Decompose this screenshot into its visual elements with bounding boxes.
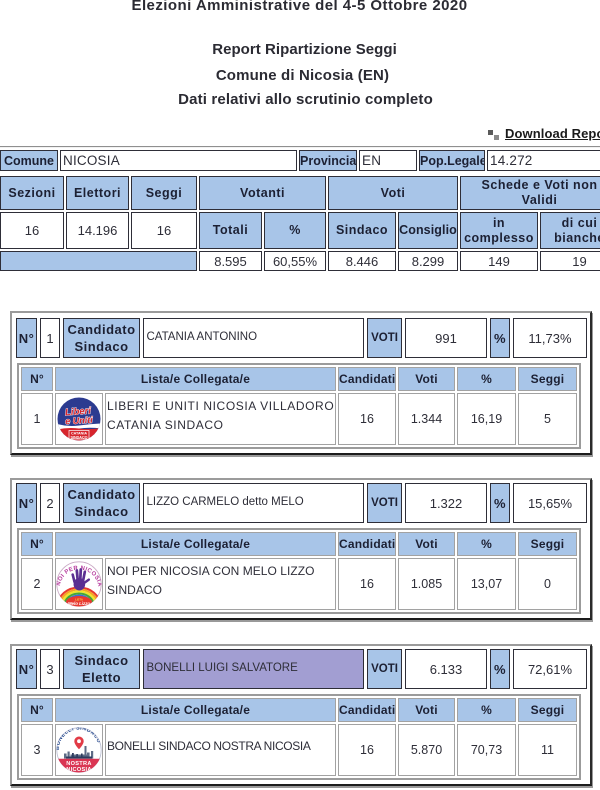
svg-text:e Uniti: e Uniti — [65, 415, 93, 426]
svg-text:CATANIA: CATANIA — [71, 432, 87, 436]
svg-text:Liberi: Liberi — [65, 406, 92, 419]
svg-text:Melo Lizzo: Melo Lizzo — [68, 601, 91, 606]
svg-text:SINDACO: SINDACO — [70, 436, 87, 440]
svg-text:LISTA: LISTA — [75, 598, 83, 602]
svg-text:NICOSIA: NICOSIA — [66, 767, 91, 773]
svg-text:NOSTRA: NOSTRA — [66, 761, 91, 767]
